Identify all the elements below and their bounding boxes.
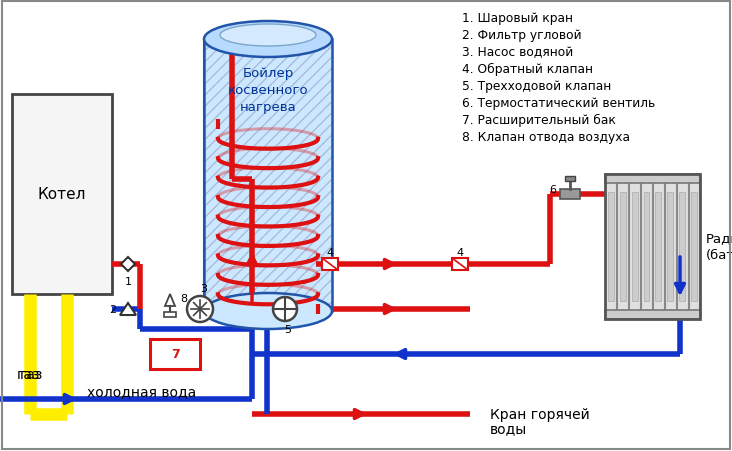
Bar bbox=[150, 339, 200, 369]
Text: газ: газ bbox=[20, 367, 43, 381]
Text: 3. Насос водяной: 3. Насос водяной bbox=[462, 46, 573, 59]
Bar bbox=[12, 95, 112, 295]
Text: 8. Клапан отвода воздуха: 8. Клапан отвода воздуха bbox=[462, 131, 630, 144]
Text: 6: 6 bbox=[549, 184, 556, 194]
Text: холодная вода: холодная вода bbox=[87, 384, 196, 398]
Bar bbox=[605, 183, 616, 311]
Ellipse shape bbox=[204, 293, 332, 329]
Bar bbox=[641, 183, 652, 311]
Polygon shape bbox=[120, 304, 136, 315]
Bar bbox=[565, 177, 575, 182]
Text: 6. Термостатический вентиль: 6. Термостатический вентиль bbox=[462, 97, 655, 110]
Bar bbox=[643, 193, 649, 301]
Bar bbox=[653, 183, 664, 311]
Bar bbox=[620, 193, 626, 301]
Text: 7: 7 bbox=[171, 348, 179, 361]
Bar bbox=[608, 193, 614, 301]
Bar bbox=[668, 193, 673, 301]
Ellipse shape bbox=[220, 25, 316, 47]
Text: 5. Трехходовой клапан: 5. Трехходовой клапан bbox=[462, 80, 611, 93]
Text: 3: 3 bbox=[201, 283, 207, 293]
Text: Котел: Котел bbox=[38, 187, 86, 202]
Bar bbox=[679, 193, 685, 301]
Text: 4: 4 bbox=[326, 248, 334, 258]
Text: 7. Расширительный бак: 7. Расширительный бак bbox=[462, 114, 616, 127]
Bar bbox=[691, 193, 697, 301]
Polygon shape bbox=[121, 258, 135, 272]
Bar bbox=[322, 258, 338, 271]
Bar bbox=[617, 183, 628, 311]
Text: воды: воды bbox=[490, 421, 527, 435]
Circle shape bbox=[187, 296, 213, 322]
Bar bbox=[204, 40, 332, 311]
Bar bbox=[204, 40, 332, 311]
Bar bbox=[605, 175, 700, 319]
Text: 2: 2 bbox=[109, 304, 116, 314]
Text: 2. Фильтр угловой: 2. Фильтр угловой bbox=[462, 29, 582, 42]
Circle shape bbox=[273, 297, 297, 321]
Bar bbox=[605, 175, 700, 184]
Text: газ: газ bbox=[17, 367, 40, 381]
Bar bbox=[689, 183, 700, 311]
Text: 1: 1 bbox=[124, 276, 132, 286]
Text: 8: 8 bbox=[180, 293, 187, 304]
Text: 5: 5 bbox=[285, 324, 291, 334]
Bar bbox=[164, 312, 176, 318]
Bar bbox=[204, 40, 332, 311]
Text: 4. Обратный клапан: 4. Обратный клапан bbox=[462, 63, 593, 76]
Bar bbox=[605, 310, 700, 319]
Bar bbox=[677, 183, 687, 311]
Bar bbox=[655, 193, 662, 301]
Bar bbox=[204, 40, 332, 311]
Bar bbox=[630, 183, 640, 311]
Text: 4: 4 bbox=[457, 248, 463, 258]
Polygon shape bbox=[165, 295, 175, 306]
Bar bbox=[452, 258, 468, 271]
Text: Бойлер
косвенного
нагрева: Бойлер косвенного нагрева bbox=[228, 67, 308, 114]
Ellipse shape bbox=[204, 22, 332, 58]
Bar bbox=[560, 189, 580, 199]
Text: 1. Шаровый кран: 1. Шаровый кран bbox=[462, 12, 573, 25]
Bar bbox=[665, 183, 676, 311]
Text: Кран горячей: Кран горячей bbox=[490, 407, 590, 421]
Text: Радиатор
(батарея): Радиатор (батарея) bbox=[706, 233, 732, 261]
Bar bbox=[632, 193, 638, 301]
